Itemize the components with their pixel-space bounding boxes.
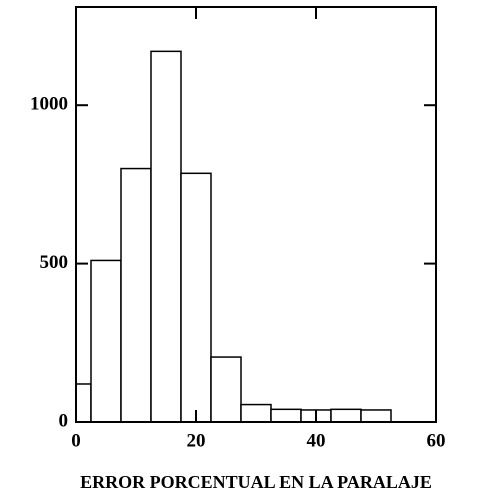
- x-axis-label: ERROR PORCENTUAL EN LA PARALAJE: [80, 472, 432, 492]
- y-tick-label: 1000: [30, 94, 68, 115]
- y-tick-label: 0: [59, 410, 69, 431]
- plot-frame: [75, 6, 437, 423]
- bar: [270, 408, 302, 423]
- bar: [210, 356, 242, 423]
- x-tick-label: 20: [187, 430, 206, 451]
- y-tick-label: 500: [40, 252, 69, 273]
- bar: [75, 383, 92, 423]
- x-tick-label: 60: [427, 430, 446, 451]
- x-tick-label: 40: [307, 430, 326, 451]
- bar: [120, 167, 152, 423]
- bar: [240, 403, 272, 423]
- bar: [180, 172, 212, 423]
- x-tick-label: 0: [71, 430, 81, 451]
- bar: [150, 50, 182, 423]
- bar: [330, 408, 362, 423]
- bar: [360, 409, 392, 423]
- bar: [90, 259, 122, 423]
